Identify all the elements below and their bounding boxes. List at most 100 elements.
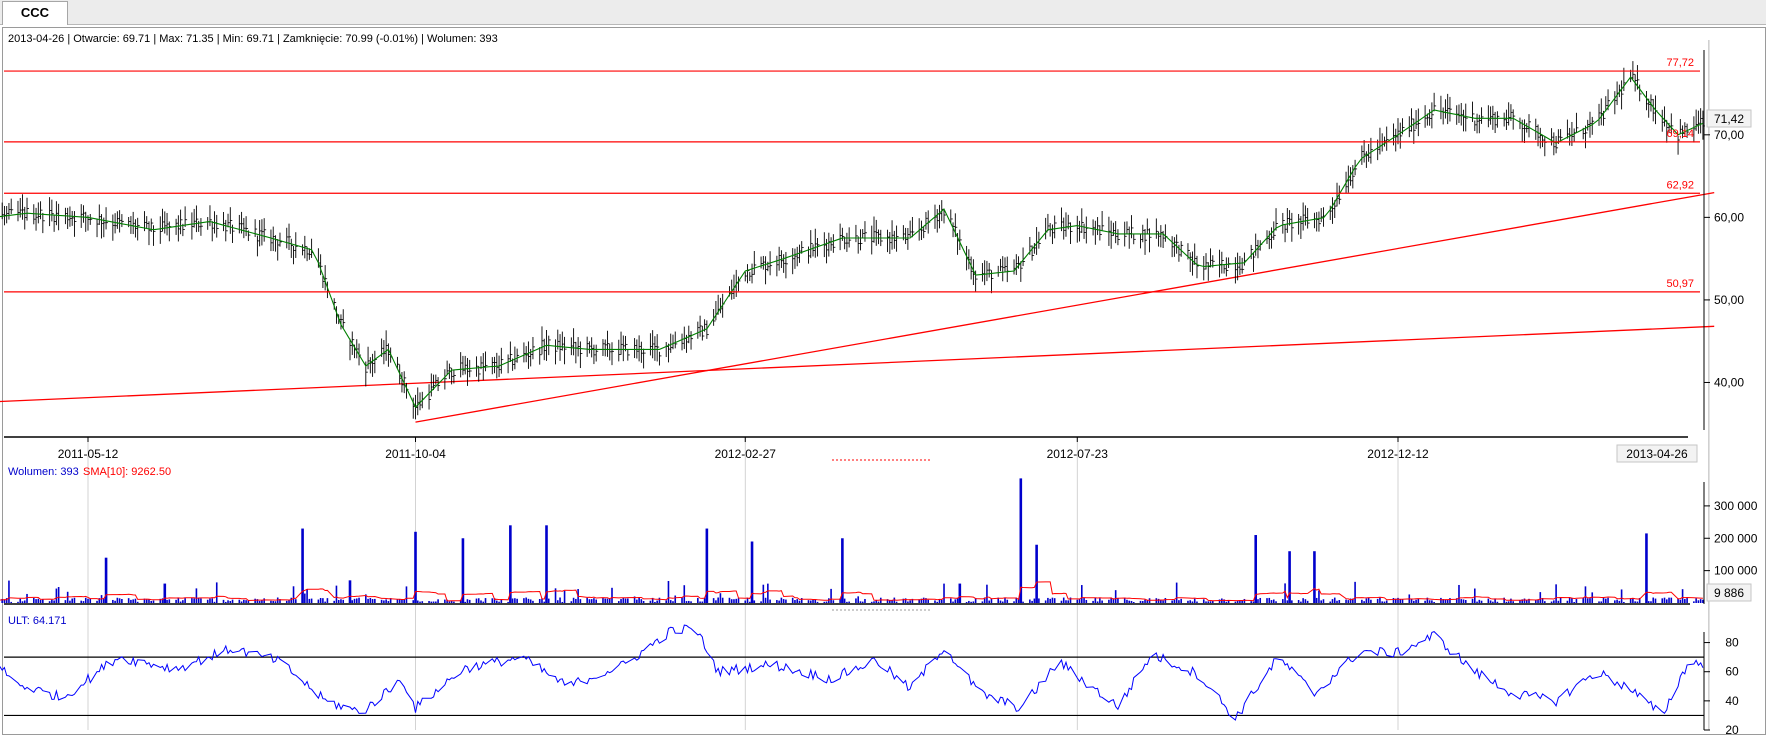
volume-bar [175,599,177,603]
volume-bar [1171,600,1173,603]
volume-bar [697,597,699,603]
tab-ccc[interactable]: CCC [2,1,68,25]
volume-bar [1318,590,1320,603]
horizontal-level-label: 77,72 [1666,57,1694,69]
volume-bar [823,601,826,603]
volume-bar [1618,600,1621,603]
volume-bar [1464,599,1467,603]
volume-bar [857,596,859,603]
volume-bar [215,582,218,603]
volume-bar [23,600,26,603]
volume-bar [936,601,939,603]
volume-bar [1460,599,1463,603]
price-x-tick-label: 2011-10-04 [385,447,446,461]
volume-bar [1266,598,1268,603]
volume-bar [604,598,607,603]
volume-bar [1528,598,1530,603]
volume-bar [301,528,304,603]
volume-bar [195,588,198,603]
price-x-tick-label: 2012-02-27 [715,447,777,461]
volume-bar [1029,599,1031,603]
volume-bar [1078,598,1081,603]
volume-bar [1702,599,1704,603]
volume-bar [26,593,28,603]
volume-bar [800,598,803,603]
volume-bar [907,601,909,603]
volume-bar [1304,599,1307,603]
volume-bar [1272,599,1275,603]
volume-bar [1252,601,1255,603]
volume-bar [118,598,121,603]
volume-bar [365,594,367,603]
volume-bar [19,598,22,603]
volume-bar [380,599,383,603]
volume-bar [525,597,527,603]
volume-bar [348,580,352,603]
volume-bar [633,596,636,603]
volume-bar [1132,602,1135,603]
volume-bar [1241,600,1243,603]
volume-bar [1620,589,1623,603]
volume-bar [1654,598,1657,603]
volume-bar [1076,599,1079,603]
volume-bar [1162,600,1164,603]
volume-bar [715,600,717,603]
volume-bar [809,600,812,603]
volume-bar [999,600,1002,603]
volume-bar [1209,601,1212,603]
volume-bar [1496,601,1499,603]
volume-bar [112,599,114,603]
trend-line[interactable] [0,325,1715,404]
volume-bar [1175,582,1178,603]
ult-y-tick-label: 40 [1725,694,1739,708]
volume-bar [1440,597,1442,603]
volume-bar [1442,599,1444,603]
volume-bar [103,598,105,603]
volume-bar [965,602,968,603]
tab-bar: CCC [0,0,1766,25]
volume-bar [1539,592,1542,603]
volume-bar [48,601,51,603]
volume-bar [1559,597,1562,603]
volume-bar [1415,599,1417,603]
volume-bar [1645,533,1648,603]
volume-bar [1275,601,1277,603]
volume-bar [746,598,749,603]
volume-bar [98,598,101,603]
volume-bar [121,599,123,603]
volume-bar [904,598,907,603]
volume-bar [163,583,167,603]
volume-bar [735,598,738,603]
volume-y-tick-label: 300 000 [1714,499,1758,513]
trend-line[interactable] [415,191,1715,423]
volume-bar [116,597,119,603]
volume-bar [387,601,390,603]
volume-bar [814,599,817,603]
volume-bar [972,601,975,603]
volume-bar [1083,598,1085,603]
volume-bar [374,598,376,603]
volume-bar [435,601,437,603]
volume-bar [764,597,767,603]
volume-bar [816,601,819,603]
volume-bar [475,598,478,603]
volume-bar [1426,597,1429,603]
volume-bar [1297,600,1300,603]
volume-bar [1067,600,1070,603]
volume-bar [1329,601,1332,603]
volume-bar [1110,597,1112,603]
volume-bar [1693,601,1695,603]
volume-bar [306,589,308,603]
volume-bar [1207,601,1210,603]
volume-bar [920,598,923,603]
volume-bar [405,586,408,603]
volume-bar [1697,600,1700,603]
volume-bar [1623,601,1625,603]
volume-bar [554,588,557,603]
volume-bar [484,598,487,603]
volume-bar [669,600,672,603]
volume-bar [55,588,58,603]
volume-bar [527,598,530,603]
volume-bar [1205,601,1207,603]
volume-bar [974,597,977,603]
